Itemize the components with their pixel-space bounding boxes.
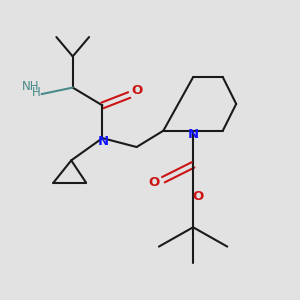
Text: O: O bbox=[131, 84, 142, 97]
Text: N: N bbox=[98, 135, 109, 148]
Text: N: N bbox=[188, 128, 199, 141]
Text: O: O bbox=[192, 190, 203, 203]
Text: O: O bbox=[149, 176, 160, 189]
Text: NH: NH bbox=[22, 80, 40, 93]
Text: H: H bbox=[32, 85, 41, 98]
